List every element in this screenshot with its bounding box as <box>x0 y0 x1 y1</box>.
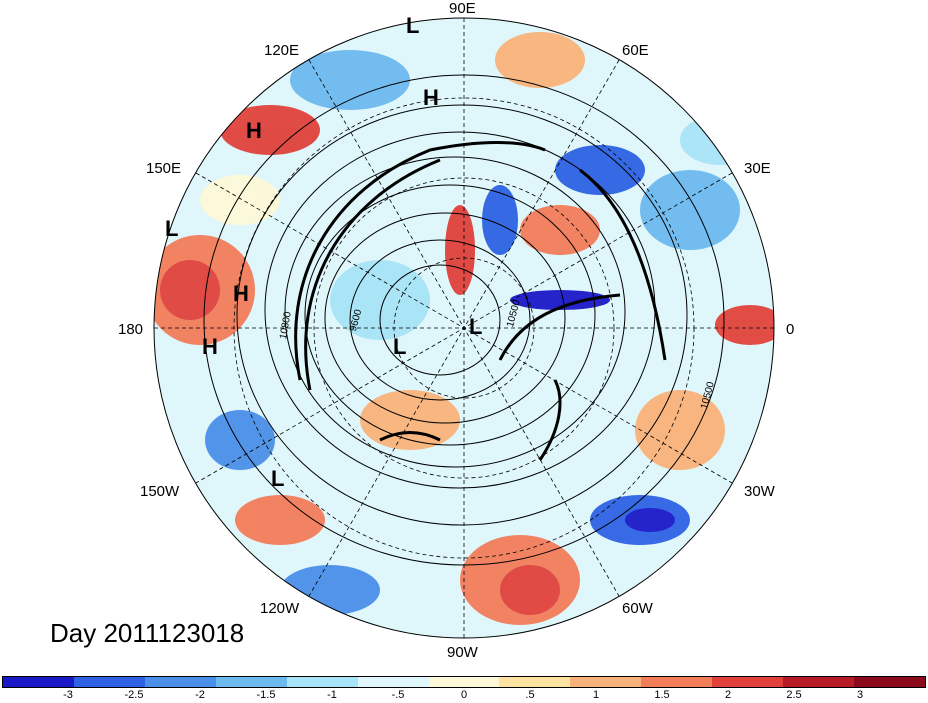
colorbar-swatch <box>641 677 713 687</box>
colorbar-swatch <box>144 677 216 687</box>
anomaly-field <box>154 32 774 625</box>
lon-label-120e: 120E <box>264 42 300 59</box>
colorbar-swatch <box>499 677 571 687</box>
graticule <box>154 18 774 638</box>
low-marker: L <box>165 216 179 241</box>
lon-label-120w: 120W <box>260 600 300 617</box>
lon-label-60w: 60W <box>622 600 653 617</box>
colorbar-swatch <box>783 677 855 687</box>
high-marker: H <box>246 118 262 143</box>
colorbar-tick-label: 1 <box>592 689 600 701</box>
high-marker: H <box>233 281 249 306</box>
jet-contours <box>294 141 667 461</box>
colorbar-swatch <box>428 677 500 687</box>
lon-label-0: 0 <box>786 321 795 338</box>
colorbar-tick-label: 2.5 <box>786 689 802 701</box>
colorbar-tick-label: 3 <box>856 689 864 701</box>
lon-label-60e: 60E <box>622 42 649 59</box>
colorbar-ticks: -3 -2.5 -2 -1.5 -1 -.5 0 .5 1 1.5 2 2.5 3 <box>0 689 928 703</box>
colorbar-tick-label: -3 <box>63 689 73 701</box>
map-title: Day 2011123018 <box>50 618 245 648</box>
colorbar <box>2 676 926 688</box>
low-marker: L <box>406 13 420 38</box>
colorbar-tick-label: .5 <box>525 689 535 701</box>
colorbar-swatch <box>286 677 358 687</box>
colorbar-tick-label: 0 <box>460 689 468 701</box>
colorbar-tick-label: -.5 <box>391 689 405 701</box>
low-marker: L <box>393 334 407 359</box>
colorbar-swatch <box>215 677 287 687</box>
high-marker: H <box>423 85 439 110</box>
colorbar-tick-label: 2 <box>724 689 732 701</box>
lon-label-150e: 150E <box>146 160 182 177</box>
colorbar-tick-label: -1.5 <box>256 689 276 701</box>
colorbar-swatch <box>3 677 74 687</box>
colorbar-swatch <box>357 677 429 687</box>
lon-label-30w: 30W <box>744 483 775 500</box>
colorbar-swatch <box>73 677 145 687</box>
colorbar-tick-label: -2 <box>195 689 205 701</box>
colorbar-tick-label: -2.5 <box>124 689 144 701</box>
colorbar-tick-label: -1 <box>327 689 337 701</box>
low-marker: L <box>469 314 483 339</box>
low-marker: L <box>271 466 285 491</box>
colorbar-swatch <box>712 677 784 687</box>
lon-label-90e: 90E <box>449 0 476 17</box>
lon-label-30e: 30E <box>744 160 771 177</box>
colorbar-tick-label: 1.5 <box>654 689 670 701</box>
lon-label-90w: 90W <box>447 644 478 661</box>
colorbar-swatch <box>570 677 642 687</box>
lon-label-180: 180 <box>118 321 144 338</box>
high-marker: H <box>202 334 218 359</box>
colorbar-swatch <box>854 677 925 687</box>
lon-label-150w: 150W <box>140 483 180 500</box>
